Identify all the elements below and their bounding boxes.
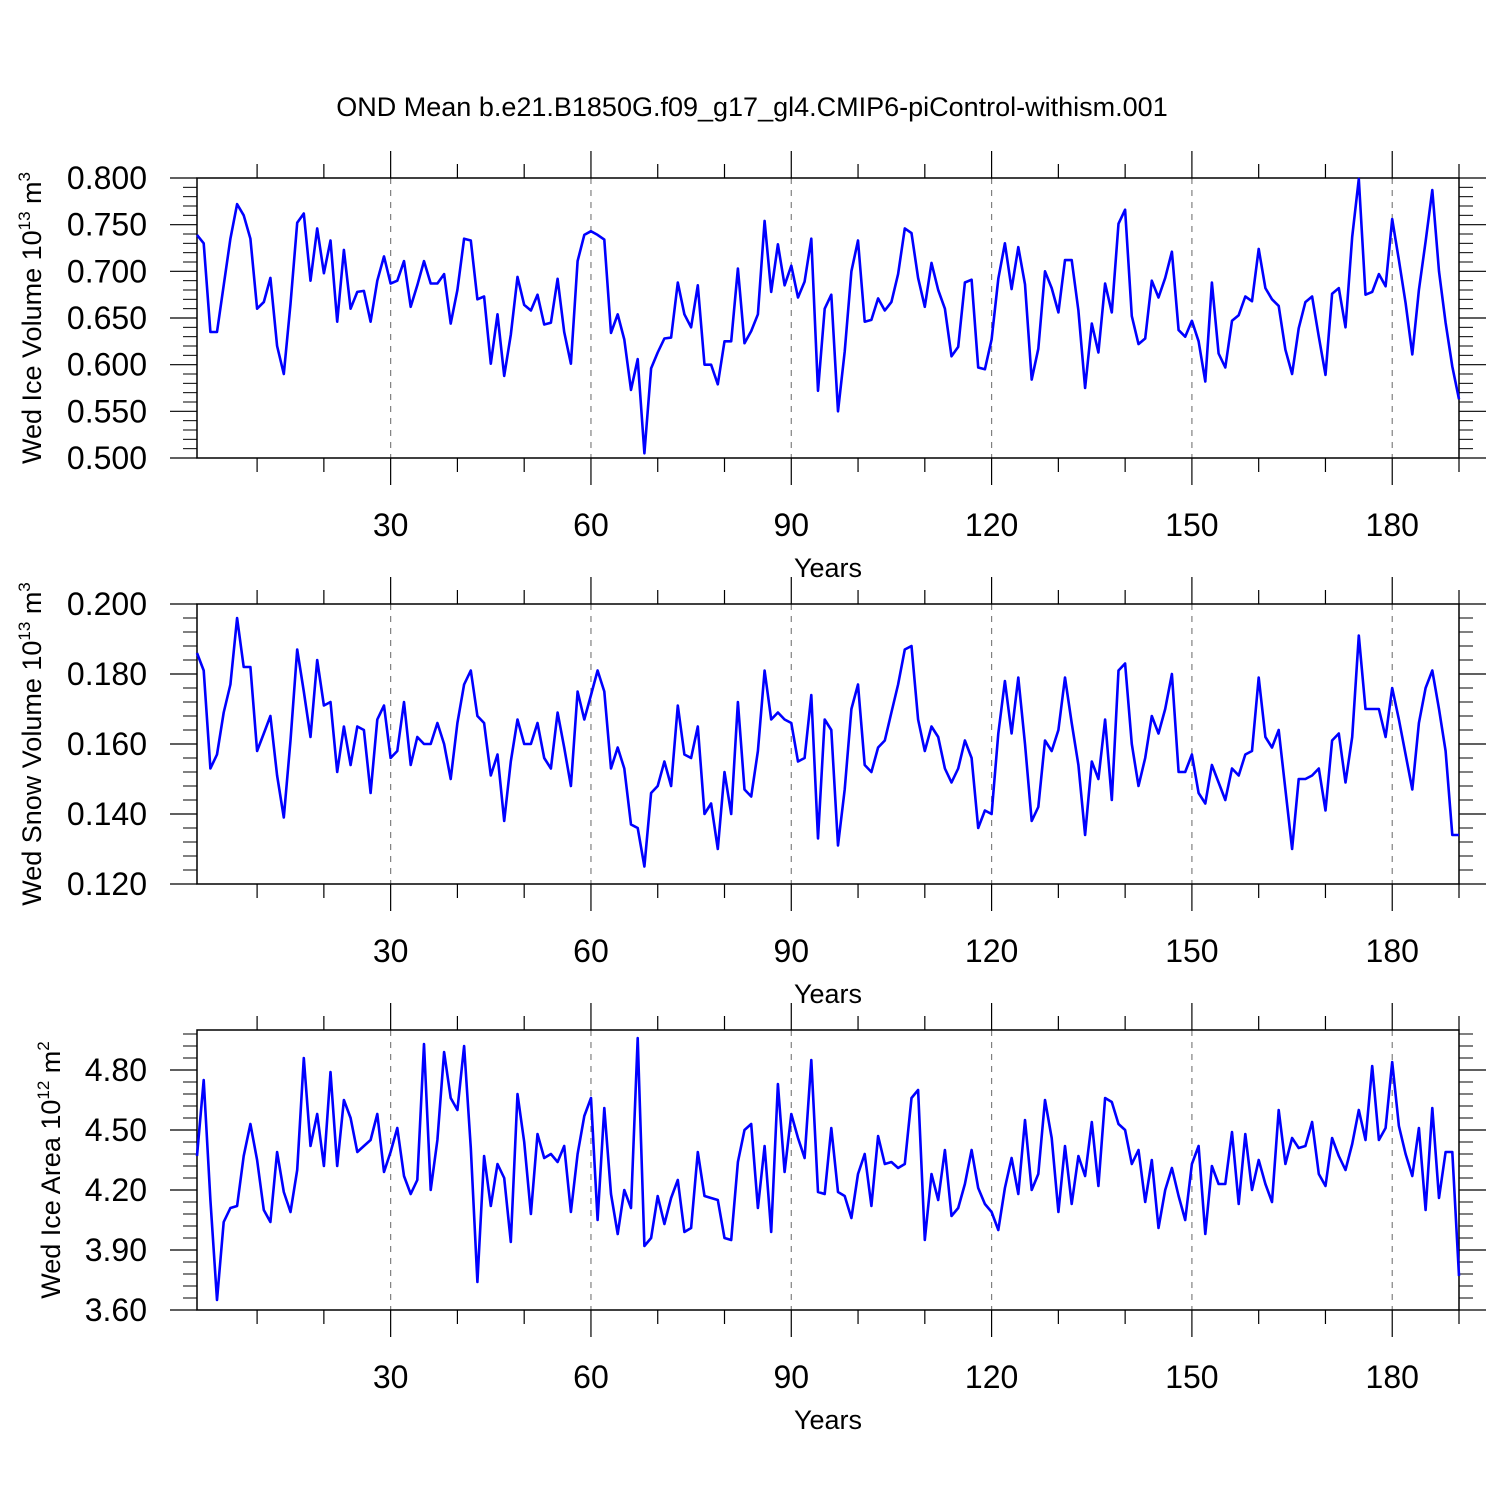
- x-tick-label: 60: [573, 933, 609, 969]
- x-axis-label: Years: [794, 1405, 862, 1435]
- y-axis-label: Wed Snow Volume 1013 m3: [15, 582, 47, 906]
- x-tick-label: 90: [773, 933, 809, 969]
- series-line: [195, 177, 1461, 455]
- y-tick-label: 0.750: [67, 207, 147, 243]
- y-tick-label: 4.20: [85, 1172, 147, 1208]
- series-line: [195, 1036, 1461, 1302]
- x-tick-label: 60: [573, 1359, 609, 1395]
- x-tick-label: 120: [965, 933, 1018, 969]
- x-tick-label: 150: [1165, 933, 1218, 969]
- chart-title: OND Mean b.e21.B1850G.f09_g17_gl4.CMIP6-…: [336, 92, 1167, 122]
- y-tick-label: 4.50: [85, 1112, 147, 1148]
- x-axis-label: Years: [794, 553, 862, 583]
- x-tick-label: 180: [1366, 933, 1419, 969]
- x-tick-label: 30: [373, 1359, 409, 1395]
- y-tick-label: 0.550: [67, 393, 147, 429]
- x-tick-label: 90: [773, 1359, 809, 1395]
- x-tick-label: 180: [1366, 1359, 1419, 1395]
- y-tick-label: 3.60: [85, 1292, 147, 1328]
- x-tick-label: 90: [773, 507, 809, 543]
- panel-ice-area: Wed Ice Area 1012 m2 Years 3.60 3.90 4.20 4…: [34, 1003, 1486, 1435]
- x-tick-label: 150: [1165, 1359, 1218, 1395]
- panel-ice-volume: Wed Ice Volume 1013 m3 Years 0.500 0.550 0…: [15, 151, 1486, 583]
- y-tick-label: 0.140: [67, 796, 147, 832]
- y-axis-label: Wed Ice Volume 1013 m3: [15, 172, 47, 464]
- x-tick-label: 30: [373, 933, 409, 969]
- y-tick-label: 0.650: [67, 300, 147, 336]
- x-axis-label: Years: [794, 979, 862, 1009]
- x-tick-label: 60: [573, 507, 609, 543]
- y-tick-label: 0.800: [67, 160, 147, 196]
- y-tick-label: 0.120: [67, 866, 147, 902]
- y-tick-label: 0.180: [67, 656, 147, 692]
- y-axis-label: Wed Ice Area 1012 m2: [34, 1041, 66, 1299]
- y-tick-label: 0.700: [67, 253, 147, 289]
- y-tick-label: 0.600: [67, 347, 147, 383]
- x-tick-label: 150: [1165, 507, 1218, 543]
- x-tick-label: 180: [1366, 507, 1419, 543]
- y-tick-label: 4.80: [85, 1052, 147, 1088]
- x-tick-label: 120: [965, 507, 1018, 543]
- plot-frame: [196, 1029, 1460, 1311]
- y-tick-label: 0.160: [67, 726, 147, 762]
- x-tick-label: 30: [373, 507, 409, 543]
- panel-snow-volume: Wed Snow Volume 1013 m3 Years 0.120 0.140…: [15, 577, 1486, 1009]
- x-tick-label: 120: [965, 1359, 1018, 1395]
- y-tick-label: 0.200: [67, 586, 147, 622]
- series-line: [195, 616, 1459, 868]
- y-tick-label: 3.90: [85, 1232, 147, 1268]
- y-tick-label: 0.500: [67, 440, 147, 476]
